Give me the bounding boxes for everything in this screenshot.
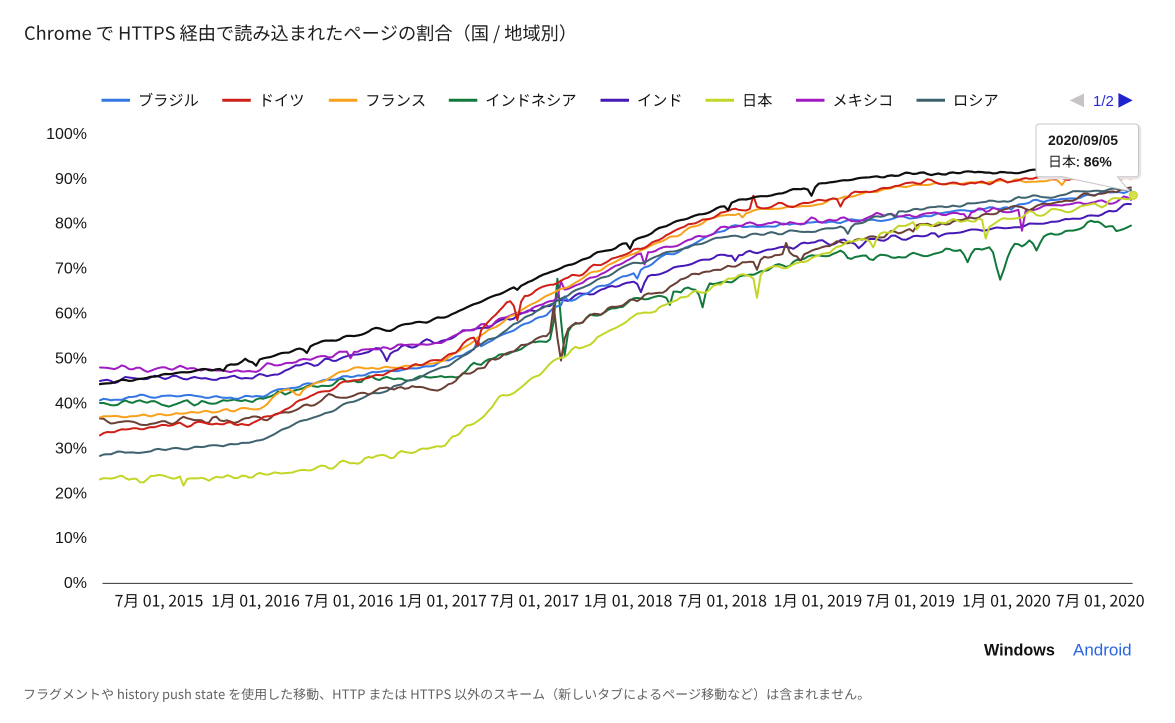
svg-text:90%: 90% (55, 171, 87, 188)
svg-text:30%: 30% (55, 440, 87, 457)
svg-text:80%: 80% (55, 216, 87, 233)
svg-text:Windows: Windows (984, 642, 1055, 660)
svg-text:40%: 40% (55, 395, 87, 412)
svg-text:70%: 70% (55, 261, 87, 278)
svg-text:50%: 50% (55, 351, 87, 368)
svg-text:0%: 0% (64, 575, 87, 592)
svg-text:1/2: 1/2 (1093, 93, 1114, 110)
svg-text:100%: 100% (46, 126, 87, 143)
svg-text:86%: 86% (1084, 154, 1113, 170)
svg-text:2020/09/05: 2020/09/05 (1048, 132, 1118, 148)
svg-text:60%: 60% (55, 306, 87, 323)
svg-text:20%: 20% (55, 485, 87, 502)
svg-text:Android: Android (1073, 641, 1132, 660)
svg-text:10%: 10% (55, 530, 87, 547)
